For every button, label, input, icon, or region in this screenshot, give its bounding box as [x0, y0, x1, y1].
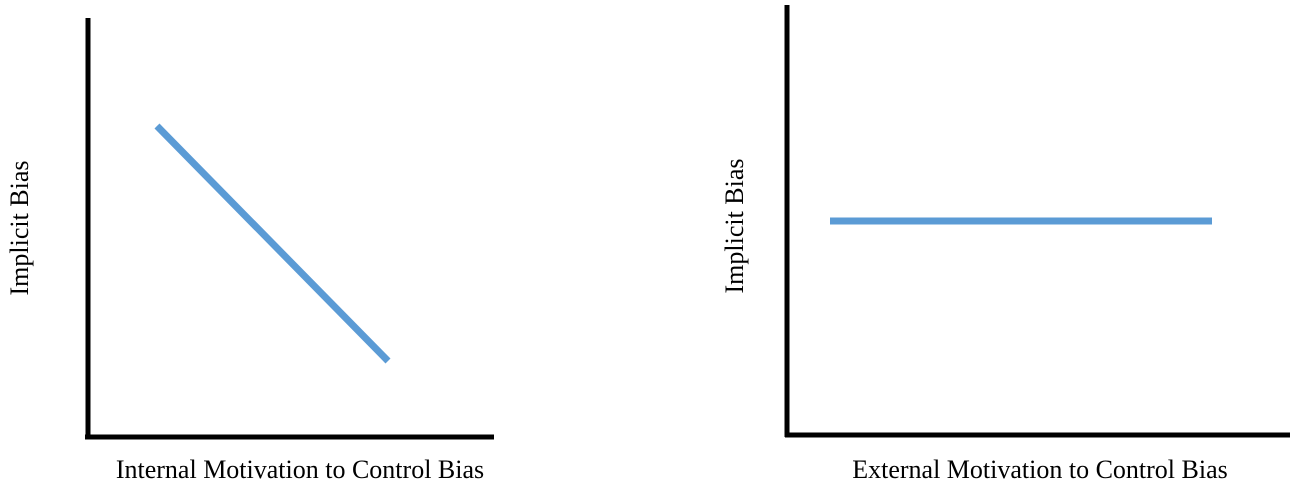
- panel: External Motivation to Control Bias Impl…: [720, 5, 1290, 484]
- y-axis-label: Implicit Bias: [720, 158, 749, 293]
- trend-line: [154, 123, 391, 364]
- x-axis-label: Internal Motivation to Control Bias: [116, 455, 484, 484]
- panel: Internal Motivation to Control Bias Impl…: [5, 18, 494, 484]
- x-axis-label: External Motivation to Control Bias: [852, 455, 1228, 484]
- y-axis-label: Implicit Bias: [5, 160, 34, 295]
